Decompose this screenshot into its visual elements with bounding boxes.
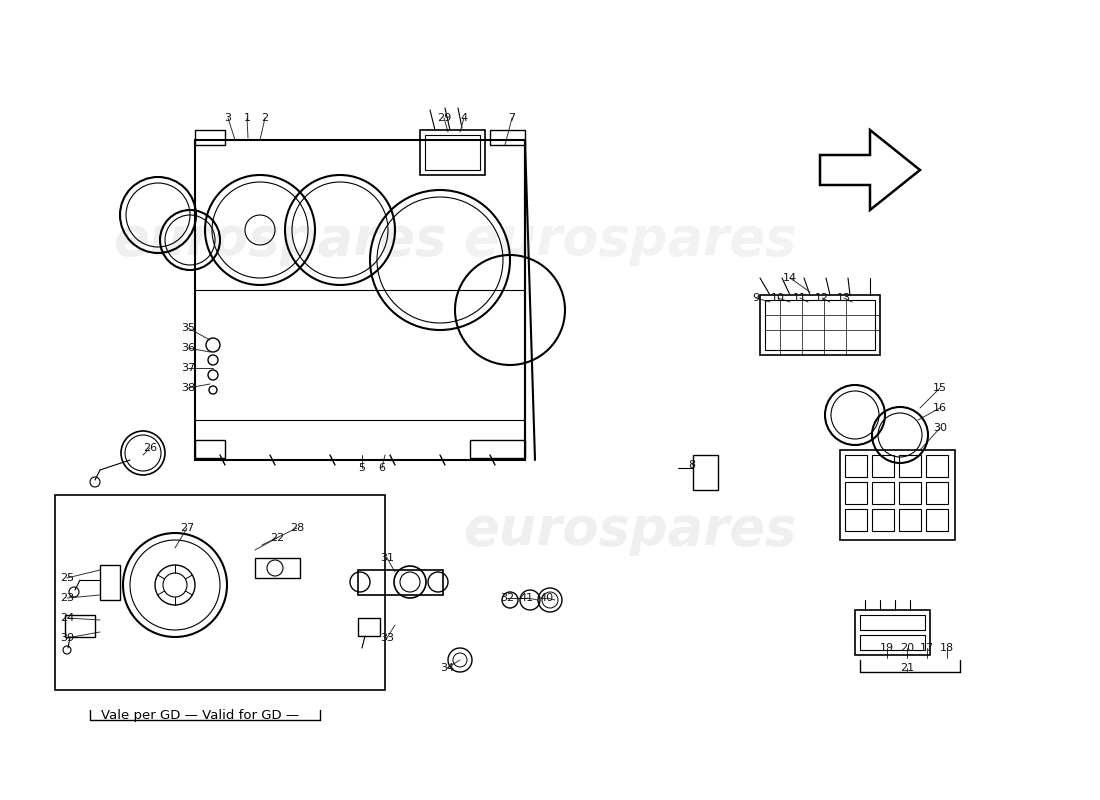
Bar	[65, 615, 95, 637]
Text: 9: 9	[752, 293, 760, 303]
Text: 1: 1	[243, 113, 251, 123]
Bar	[845, 509, 867, 531]
Text: 7: 7	[508, 113, 516, 123]
Text: 18: 18	[939, 643, 954, 653]
Bar	[872, 455, 894, 477]
Bar	[764, 300, 875, 350]
Text: 8: 8	[689, 460, 695, 470]
Bar	[490, 130, 525, 145]
Text: 29: 29	[437, 113, 451, 123]
Text: 36: 36	[182, 343, 195, 353]
Bar	[872, 509, 894, 531]
Text: 41: 41	[520, 593, 535, 603]
Bar	[195, 440, 226, 458]
Text: 11: 11	[793, 293, 807, 303]
Bar	[55, 495, 385, 690]
Bar	[899, 482, 921, 504]
Text: 16: 16	[933, 403, 947, 413]
Polygon shape	[820, 130, 920, 210]
Bar	[195, 130, 226, 145]
Bar	[470, 440, 525, 458]
Bar	[358, 570, 443, 595]
Bar	[358, 618, 379, 636]
Text: 38: 38	[180, 383, 195, 393]
Text: eurospares: eurospares	[463, 504, 796, 556]
Bar	[872, 482, 894, 504]
Text: 23: 23	[59, 593, 74, 603]
Bar	[860, 615, 925, 630]
Bar	[899, 509, 921, 531]
Text: 40: 40	[540, 593, 554, 603]
Text: 6: 6	[378, 463, 385, 473]
Bar	[845, 455, 867, 477]
Text: 37: 37	[180, 363, 195, 373]
Text: 14: 14	[783, 273, 798, 283]
Text: eurospares: eurospares	[463, 214, 796, 266]
Text: 26: 26	[143, 443, 157, 453]
Text: 19: 19	[880, 643, 894, 653]
Text: 27: 27	[180, 523, 194, 533]
Bar	[926, 455, 948, 477]
Bar	[926, 482, 948, 504]
Bar	[195, 140, 525, 460]
Text: 15: 15	[933, 383, 947, 393]
Text: 24: 24	[59, 613, 74, 623]
Text: 4: 4	[461, 113, 468, 123]
Bar	[425, 135, 480, 170]
Text: 35: 35	[182, 323, 195, 333]
Bar	[845, 482, 867, 504]
Text: 39: 39	[59, 633, 74, 643]
Text: 21: 21	[900, 663, 914, 673]
Text: 13: 13	[837, 293, 851, 303]
Text: 22: 22	[270, 533, 284, 543]
Bar	[840, 450, 955, 540]
Text: 3: 3	[224, 113, 231, 123]
Bar	[255, 558, 300, 578]
Bar	[100, 565, 120, 600]
Text: Vale per GD — Valid for GD —: Vale per GD — Valid for GD —	[101, 709, 299, 722]
Text: 25: 25	[59, 573, 74, 583]
Bar	[693, 455, 718, 490]
Bar	[860, 635, 925, 650]
Text: 20: 20	[900, 643, 914, 653]
Text: 5: 5	[359, 463, 365, 473]
Bar	[760, 295, 880, 355]
Text: 33: 33	[379, 633, 394, 643]
Bar	[855, 610, 930, 655]
Text: 34: 34	[440, 663, 454, 673]
Text: 17: 17	[920, 643, 934, 653]
Bar	[420, 130, 485, 175]
Text: 32: 32	[499, 593, 514, 603]
Text: 30: 30	[933, 423, 947, 433]
Text: 2: 2	[262, 113, 268, 123]
Text: 10: 10	[771, 293, 785, 303]
Bar	[926, 509, 948, 531]
Text: eurospares: eurospares	[113, 214, 447, 266]
Text: 12: 12	[815, 293, 829, 303]
Text: 31: 31	[379, 553, 394, 563]
Text: 28: 28	[290, 523, 304, 533]
Bar	[899, 455, 921, 477]
